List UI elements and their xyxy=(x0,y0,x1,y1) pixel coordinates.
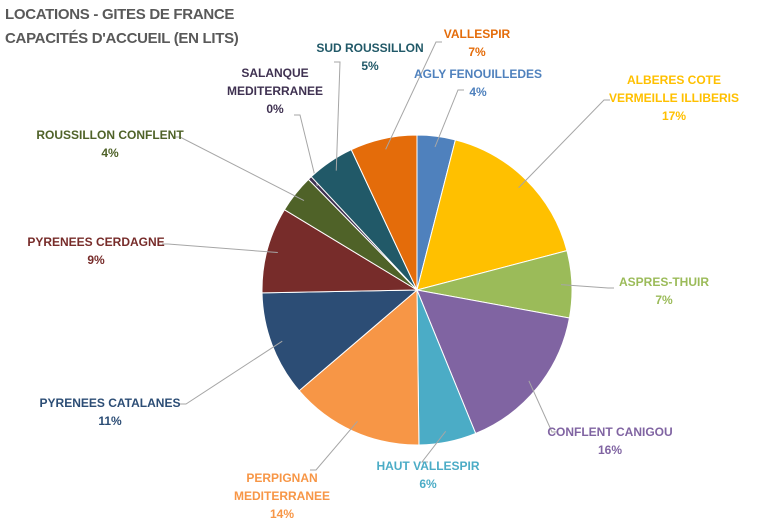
leader-line xyxy=(385,41,442,150)
pie-slice-pyrenees-catalanes xyxy=(261,289,419,392)
leader-line xyxy=(174,136,305,201)
leader-line xyxy=(310,420,358,471)
data-label-percent: 14% xyxy=(270,507,294,521)
data-label-name: PYRENEES CATALANES xyxy=(40,396,181,410)
leader-line xyxy=(180,340,283,405)
leader-line xyxy=(294,114,318,186)
leader-line xyxy=(334,61,341,171)
data-label-percent: 17% xyxy=(662,109,686,123)
data-label-name: ROUSSILLON CONFLENT xyxy=(36,128,184,142)
data-label-name: SUD ROUSSILLON xyxy=(316,41,423,55)
pie-slice-conflent-canigou xyxy=(416,289,571,435)
data-label-percent: 6% xyxy=(419,477,437,491)
leader-line xyxy=(518,99,610,189)
data-label-percent: 16% xyxy=(598,443,622,457)
pie-slice-vallespir xyxy=(350,134,418,291)
data-label-name: VERMEILLE ILLIBERIS xyxy=(609,91,739,105)
data-label-percent: 9% xyxy=(87,253,105,267)
leader-line xyxy=(162,243,278,254)
leader-line xyxy=(434,89,464,148)
data-label-name: MEDITERRANEE xyxy=(227,84,323,98)
pie-slice-perpignan-mediterranee xyxy=(298,288,420,446)
data-label-percent: 11% xyxy=(98,414,122,428)
data-label-name: ASPRES-THUIR xyxy=(619,275,709,289)
data-label-percent: 7% xyxy=(655,293,673,307)
data-label-percent: 4% xyxy=(101,146,119,160)
data-label-percent: 0% xyxy=(266,102,284,116)
data-label-percent: 4% xyxy=(469,85,487,99)
data-label-name: AGLY FENOUILLEDES xyxy=(414,67,542,81)
chart-title-line1: LOCATIONS - GITES DE FRANCE xyxy=(5,6,235,23)
chart-title-line2: CAPACITÉS D'ACCUEIL (EN LITS) xyxy=(5,30,239,47)
data-label-name: MEDITERRANEE xyxy=(234,489,330,503)
data-label-name: PERPIGNAN xyxy=(246,471,317,485)
data-label-name: PYRENEES CERDAGNE xyxy=(27,235,164,249)
leader-line xyxy=(420,430,447,463)
leader-line xyxy=(561,284,614,289)
data-label-name: VALLESPIR xyxy=(444,27,511,41)
data-label-name: SALANQUE xyxy=(241,66,308,80)
pie-slice-pyrenees-cerdagne xyxy=(261,209,419,294)
data-label-percent: 5% xyxy=(361,59,379,73)
leader-line xyxy=(528,380,558,433)
data-label-name: HAUT VALLESPIR xyxy=(376,459,479,473)
data-label-percent: 7% xyxy=(468,45,486,59)
data-label-name: CONFLENT CANIGOU xyxy=(547,425,672,439)
data-label-name: ALBERES COTE xyxy=(627,73,721,87)
